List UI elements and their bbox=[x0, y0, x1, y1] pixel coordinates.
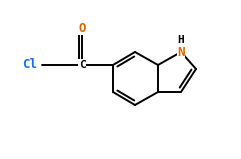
Text: C: C bbox=[79, 60, 85, 70]
Text: Cl: Cl bbox=[22, 59, 38, 72]
Text: O: O bbox=[78, 21, 86, 35]
Text: H: H bbox=[178, 35, 184, 45]
Text: N: N bbox=[177, 45, 185, 59]
